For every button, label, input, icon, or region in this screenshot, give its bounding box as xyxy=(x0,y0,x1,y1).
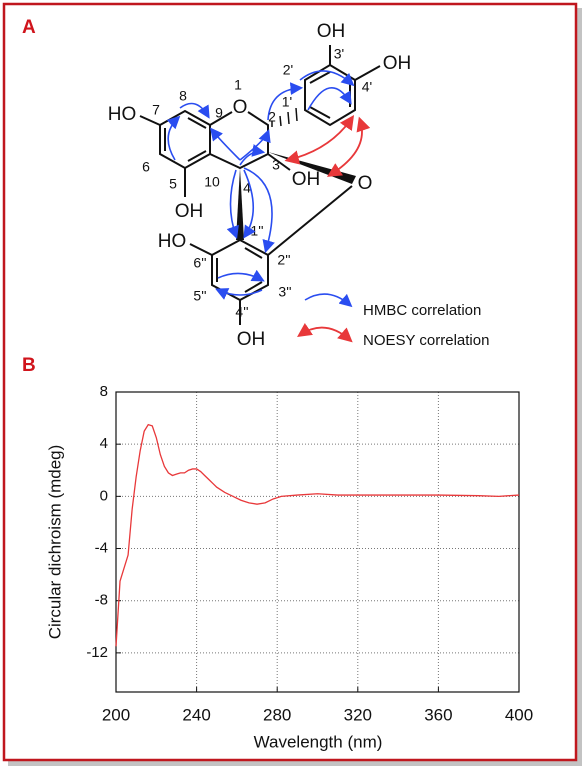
atom-number: 3' xyxy=(334,46,344,62)
atom-number: 4' xyxy=(362,79,372,95)
atom-number: 5'' xyxy=(193,288,206,304)
atom-label: O xyxy=(358,173,373,194)
atom-label: HO xyxy=(158,231,187,252)
atom-number: 1 xyxy=(234,77,242,93)
atom-number: 3'' xyxy=(278,284,291,300)
x-tick-label: 240 xyxy=(182,705,210,724)
atom-number: 3 xyxy=(272,157,280,173)
atom-number: 8 xyxy=(179,88,187,104)
atom-number: 4 xyxy=(243,180,251,196)
atom-label: OH xyxy=(383,53,412,74)
legend-label: NOESY correlation xyxy=(363,332,489,349)
legend-arrow xyxy=(297,322,353,343)
bonds xyxy=(139,45,381,325)
x-tick-label: 400 xyxy=(505,705,533,724)
x-tick-label: 360 xyxy=(424,705,452,724)
legend-arrow xyxy=(304,293,353,308)
y-tick-label: -8 xyxy=(95,592,108,609)
data-line xyxy=(115,423,520,647)
atom-number: 7 xyxy=(152,102,160,118)
atom-number: 4'' xyxy=(235,304,248,320)
y-tick-label: -12 xyxy=(86,644,108,661)
x-tick-label: 320 xyxy=(344,705,372,724)
y-tick-label: 0 xyxy=(100,487,108,504)
atom-label: O xyxy=(233,97,248,118)
y-tick-label: 8 xyxy=(100,383,108,400)
x-tick-label: 200 xyxy=(102,705,130,724)
atom-label: OH xyxy=(292,169,321,190)
atom-label: OH xyxy=(237,329,266,350)
atom-number: 10 xyxy=(204,174,220,190)
x-tick-label: 280 xyxy=(263,705,291,724)
y-axis-label: Circular dichroism (mdeg) xyxy=(45,445,64,640)
wedge-bond xyxy=(236,168,244,240)
hmbc-arrows xyxy=(166,70,355,300)
atom-number: 2 xyxy=(268,109,276,125)
atom-number: 6'' xyxy=(193,255,206,271)
atom-number: 6 xyxy=(142,159,150,175)
panel-label: B xyxy=(22,355,36,376)
atom-label: HO xyxy=(108,104,137,125)
legend-label: HMBC correlation xyxy=(363,302,481,319)
atom-number: 1'' xyxy=(250,223,263,239)
x-axis-label: Wavelength (nm) xyxy=(254,732,383,751)
y-tick-label: 4 xyxy=(100,435,108,452)
structure: HO 7 8 9 O 1 2 2' 1' 3' OH OH 4' 3 OH O … xyxy=(108,21,490,350)
plot-frame xyxy=(115,391,520,693)
atom-label: OH xyxy=(175,201,204,222)
atom-number: 1' xyxy=(282,94,292,110)
atom-label: OH xyxy=(317,21,346,42)
atom-number: 9 xyxy=(215,105,223,121)
noesy-arrows xyxy=(284,115,371,177)
cd-chart: Wavelength (nm) Circular dichroism (mdeg… xyxy=(45,383,533,752)
panel-label: A xyxy=(22,17,36,38)
atom-number: 2'' xyxy=(277,252,290,268)
atom-number: 5 xyxy=(169,176,177,192)
atom-number: 2' xyxy=(283,62,293,78)
y-tick-label: -4 xyxy=(95,539,108,556)
